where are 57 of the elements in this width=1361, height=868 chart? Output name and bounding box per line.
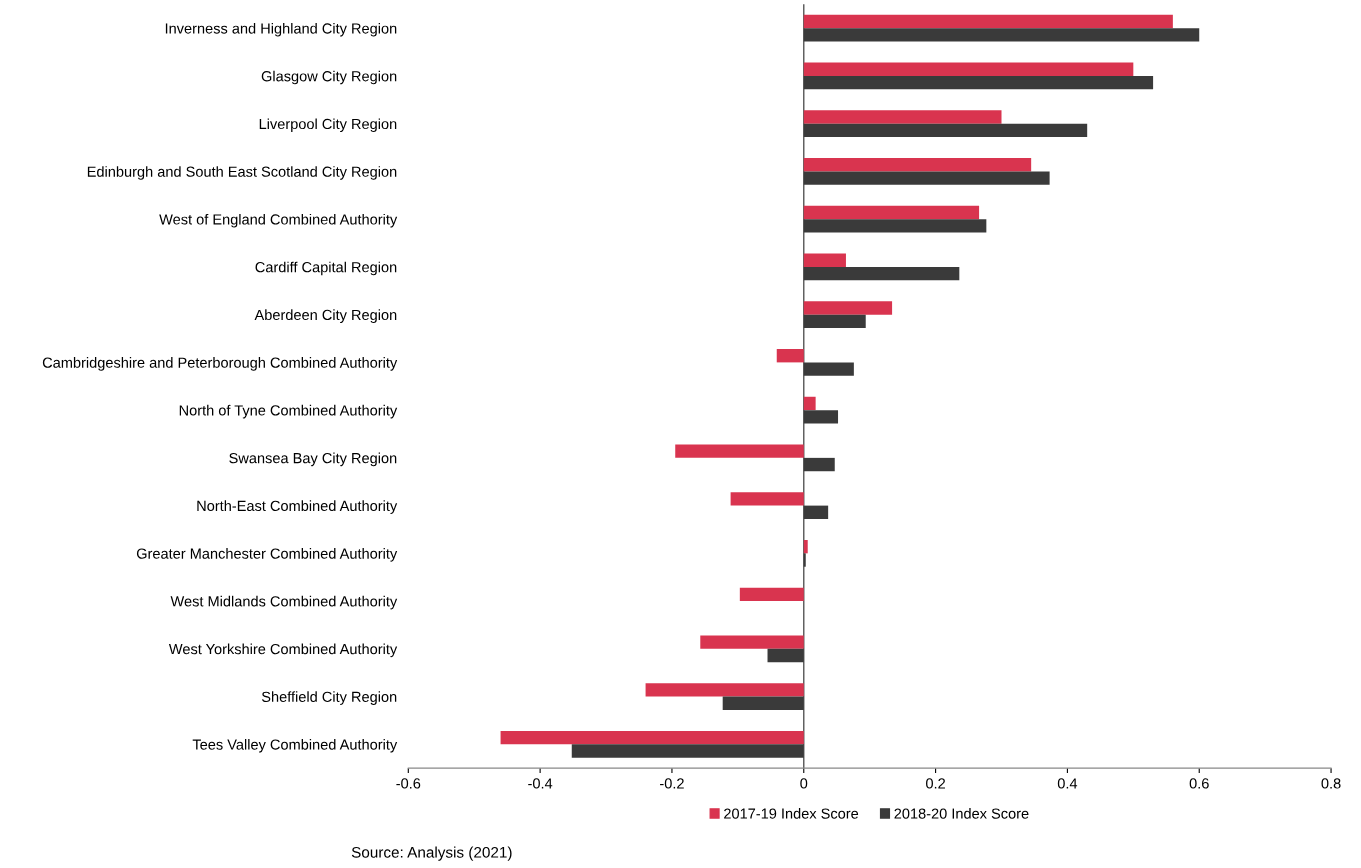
bar [722,696,804,710]
bar [767,648,804,663]
bar [803,14,1173,29]
y-tick-label: Swansea Bay City Region [229,452,397,467]
bar [803,123,1088,138]
y-tick-label: Cambridgeshire and Peterborough Combined Authority [42,357,398,371]
x-tick-label: 0.6 [1189,778,1209,789]
y-tick-label: Greater Manchester Combined Authority [136,548,398,562]
y-tick-label: Aberdeen City Region [254,309,397,323]
bar [803,205,980,220]
y-tick-label: North-East Combined Authority [197,500,398,514]
x-tick-label: -0.2 [660,778,684,789]
bar [645,683,804,697]
bar [739,587,804,602]
bar [803,171,1050,185]
bar [803,410,839,424]
x-tick-label: 0.4 [1057,778,1078,789]
bar [730,492,804,506]
bar [803,362,854,376]
legend-label: 2018-20 Index Score [894,808,1029,819]
y-tick-label: Tees Valley Combined Authority [192,739,398,753]
bar [500,730,804,745]
bar [803,75,1154,90]
bar [803,314,866,329]
bar [803,62,1134,76]
bar [803,110,1002,124]
bar [675,444,804,458]
y-tick-label: Sheffield City Region [261,691,397,705]
y-tick-label: Glasgow City Region [261,70,397,85]
bar [776,349,804,363]
bar [803,457,835,472]
bar [803,505,829,519]
bar [803,396,816,411]
x-tick-label: 0.2 [926,778,945,789]
y-tick-label: Inverness and Highland City Region [165,22,397,37]
y-tick-label: West Yorkshire Combined Authority [168,643,398,658]
bar [803,219,987,233]
bar [803,301,893,315]
bar [803,266,960,281]
y-tick-label: West Midlands Combined Authority [170,595,398,610]
y-tick-label: Edinburgh and South East Scotland City Region [87,166,397,180]
x-tick-label: -0.6 [396,778,421,789]
y-tick-label: North of Tyne Combined Authority [179,404,398,419]
bar [803,253,846,267]
bar [803,158,1032,172]
x-tick-label: 0.8 [1321,778,1341,789]
x-tick-label: 0 [800,778,808,789]
y-tick-label: Cardiff Capital Region [255,261,397,276]
source-note: Source: Analysis (2021) [351,846,512,861]
legend-label: 2017-19 Index Score [724,808,859,819]
bar [803,539,808,554]
y-tick-label: West of England Combined Authority [159,213,398,228]
bar [571,744,804,758]
y-tick-label: Liverpool City Region [259,118,397,132]
x-tick-label: -0.4 [528,778,553,789]
bar [803,28,1200,42]
bar [700,635,804,649]
